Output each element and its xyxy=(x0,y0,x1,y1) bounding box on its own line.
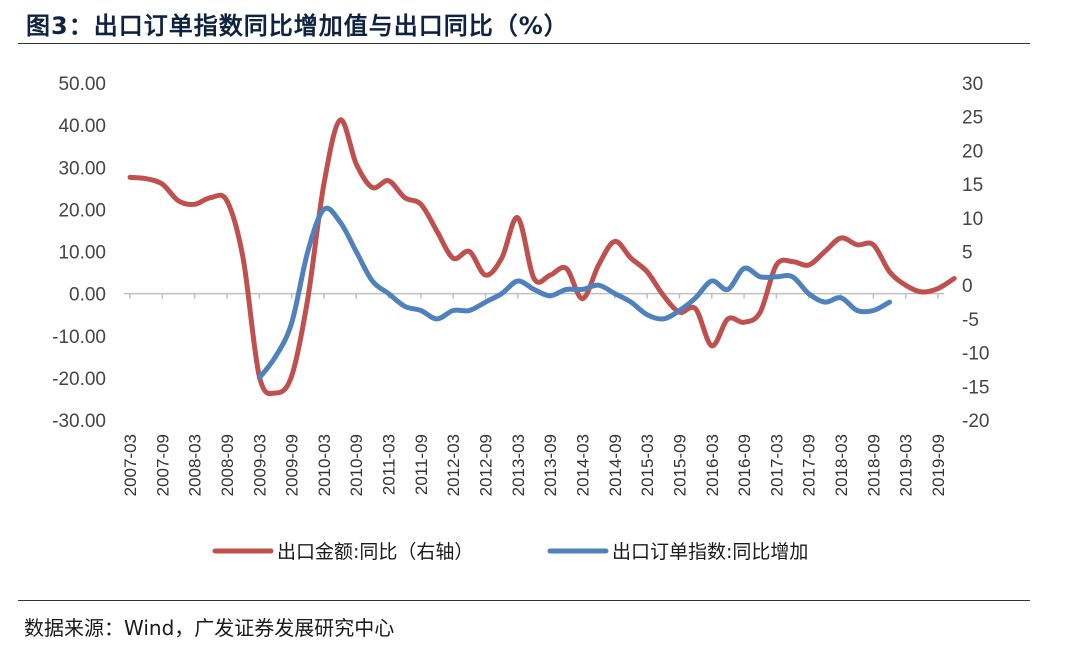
x-tick-label: 2013-09 xyxy=(541,434,560,496)
legend-label: 出口订单指数:同比增加 xyxy=(612,541,808,563)
right-tick-label: 10 xyxy=(962,209,983,230)
x-tick-label: 2017-03 xyxy=(767,434,786,496)
x-tick-label: 2007-09 xyxy=(153,434,172,496)
x-tick-label: 2015-09 xyxy=(670,434,689,496)
left-tick-label: 40.00 xyxy=(58,116,106,137)
line-chart: 50.00 40.00 30.00 20.00 10.00 0.00 -10.00 -20.0… xyxy=(52,74,989,563)
right-tick-label: -15 xyxy=(962,377,989,398)
x-tick-label: 2018-03 xyxy=(832,434,851,496)
x-tick-label: 2013-03 xyxy=(509,434,528,496)
left-tick-label: -30.00 xyxy=(52,411,106,432)
right-axis: 30 25 20 15 10 5 0 -5 -10 -15 -20 xyxy=(962,74,989,432)
title-divider xyxy=(18,43,1030,44)
x-tick-label: 2008-03 xyxy=(186,434,205,496)
legend-label: 出口金额:同比（右轴） xyxy=(277,541,473,563)
x-tick-label: 2014-09 xyxy=(606,434,625,496)
chart-title: 图3：出口订单指数同比增加值与出口同比（%） xyxy=(26,12,569,40)
right-tick-label: 0 xyxy=(962,276,973,297)
x-tick-label: 2010-03 xyxy=(315,434,334,496)
x-tick-label: 2019-09 xyxy=(929,434,948,496)
left-tick-label: 0.00 xyxy=(69,285,106,306)
left-tick-label: 50.00 xyxy=(58,74,106,95)
right-tick-label: 15 xyxy=(962,175,983,196)
series-line-order-index xyxy=(256,205,892,381)
x-tick-label: 2014-03 xyxy=(573,434,592,496)
left-tick-label: -10.00 xyxy=(52,327,106,348)
left-tick-label: 10.00 xyxy=(58,243,106,264)
footer-divider xyxy=(18,600,1030,601)
right-tick-label: 25 xyxy=(962,108,983,129)
x-tick-label: 2009-09 xyxy=(283,434,302,496)
left-tick-label: 30.00 xyxy=(58,158,106,179)
x-tick-label: 2019-03 xyxy=(897,434,916,496)
legend: 出口金额:同比（右轴） 出口订单指数:同比增加 xyxy=(212,541,808,563)
x-tick-label: 2011-09 xyxy=(412,434,431,495)
left-tick-label: 20.00 xyxy=(58,200,106,221)
right-tick-label: -20 xyxy=(962,411,989,432)
x-tick-label: 2009-03 xyxy=(250,434,269,496)
right-tick-label: 5 xyxy=(962,243,973,264)
data-source-note: 数据来源：Wind，广发证券发展研究中心 xyxy=(24,616,395,640)
x-tick-label: 2016-09 xyxy=(735,434,754,496)
x-axis: 2007-03 2007-09 2008-03 2008-09 2009-03 2009-… xyxy=(121,293,948,496)
x-tick-label: 2012-09 xyxy=(477,434,496,496)
x-tick-label: 2008-09 xyxy=(218,434,237,496)
left-axis: 50.00 40.00 30.00 20.00 10.00 0.00 -10.00 -20.0… xyxy=(52,74,106,432)
x-tick-label: 2012-03 xyxy=(444,434,463,496)
right-tick-label: -5 xyxy=(962,310,979,331)
x-tick-label: 2010-09 xyxy=(347,434,366,496)
x-tick-label: 2017-09 xyxy=(800,434,819,496)
x-tick-label: 2011-03 xyxy=(380,434,399,495)
right-tick-label: -10 xyxy=(962,344,989,365)
right-tick-label: 30 xyxy=(962,74,983,95)
x-tick-label: 2007-03 xyxy=(121,434,140,496)
x-tick-label: 2018-09 xyxy=(864,434,883,496)
x-tick-label: 2015-03 xyxy=(638,434,657,496)
x-tick-label: 2016-03 xyxy=(703,434,722,496)
series-lines xyxy=(127,117,957,397)
series-line-export-yoy xyxy=(127,117,957,397)
right-tick-label: 20 xyxy=(962,141,983,162)
left-tick-label: -20.00 xyxy=(52,369,106,390)
